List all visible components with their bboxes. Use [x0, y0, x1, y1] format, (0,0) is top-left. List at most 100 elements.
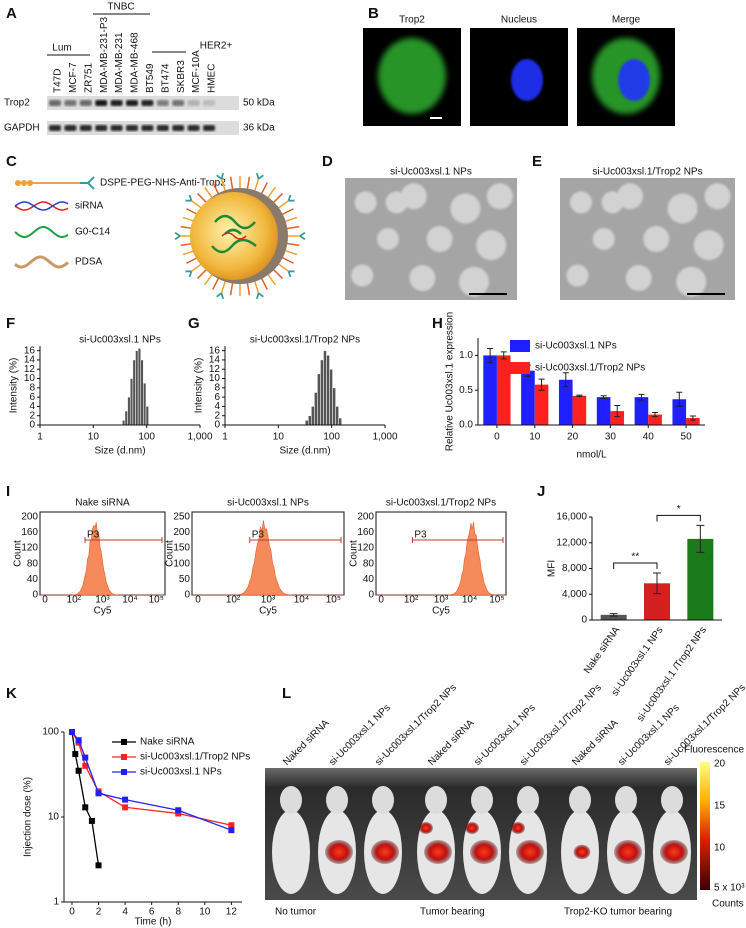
error-bar — [676, 391, 683, 407]
marker — [88, 817, 95, 824]
marker — [122, 796, 129, 803]
significance-label: * — [677, 504, 681, 515]
y-tick-label: 200 — [173, 527, 190, 538]
antibody — [255, 172, 264, 180]
marker — [82, 762, 89, 769]
peg-chain — [229, 281, 234, 296]
x-tick-label: 10⁴ — [462, 595, 477, 606]
colorbar-tick: 20 — [714, 759, 726, 770]
bar — [326, 355, 330, 426]
bar — [610, 411, 625, 425]
y-tick-label: 120 — [21, 543, 38, 554]
legend-label: Nake siRNA — [140, 737, 195, 748]
x-tick-label: Nake siRNA — [582, 625, 622, 676]
marker — [68, 729, 75, 735]
y-tick-label: 150 — [173, 543, 190, 554]
peg-chain — [271, 193, 283, 205]
x-axis-label: Size (d.nm) — [94, 446, 145, 457]
particle — [667, 193, 698, 224]
bar — [672, 399, 687, 425]
x-tick-label: 10 — [88, 432, 100, 443]
fluorescence-spot — [470, 840, 498, 864]
tem-title: si-Uc003xsl.1 NPs — [390, 167, 472, 178]
size-label: 36 kDa — [243, 123, 275, 134]
mouse-head — [425, 786, 447, 814]
y-tick-label: 0 — [32, 590, 38, 601]
particle — [676, 266, 707, 297]
y-axis-label: Intensity (%) — [194, 358, 205, 414]
y-tick-label: 1 — [53, 897, 59, 908]
flow-frame — [375, 511, 507, 596]
legend-marker — [121, 739, 127, 745]
error-bar — [614, 405, 621, 418]
x-tick-label: 2 — [96, 907, 102, 918]
bar — [145, 406, 149, 426]
peg-chain — [220, 279, 227, 294]
mouse-body — [272, 810, 310, 894]
axis — [39, 346, 200, 426]
peg-chain — [197, 193, 209, 205]
flow-title: Nake siRNA — [75, 498, 130, 509]
legend-label: si-Uc003xsl.1 NPs — [140, 767, 222, 778]
y-axis-label: Relative Uc003xsl.1 expression — [445, 312, 456, 452]
antibody — [299, 231, 306, 241]
peg-chain — [204, 187, 214, 200]
bar — [686, 418, 700, 425]
component-label: PDSA — [75, 257, 103, 268]
bar — [558, 379, 573, 425]
fluorescence-spot — [325, 840, 353, 864]
component-label: DSPE-PEG-NHS-Anti-Trop2 — [100, 178, 226, 189]
bar — [572, 395, 587, 425]
marker — [228, 827, 235, 834]
antibody — [185, 194, 193, 202]
column-label: Naked siRNA — [570, 718, 620, 768]
error-bar — [689, 415, 696, 421]
significance-bracket — [613, 562, 658, 570]
peg-chain — [283, 216, 298, 223]
antibody — [216, 172, 225, 180]
peg-chain — [246, 281, 251, 296]
row-label: GAPDH — [4, 123, 40, 134]
panel-label: L — [282, 685, 291, 702]
x-tick-label: 1 — [222, 432, 228, 443]
marker — [122, 804, 129, 811]
cell-line: MDA-MB-468 — [130, 32, 141, 93]
x-tick-label: 4 — [122, 907, 128, 918]
axis — [591, 517, 722, 621]
y-axis-label: Intensity (%) — [9, 358, 20, 414]
nucleus-signal — [618, 59, 650, 101]
band — [49, 100, 61, 106]
particle — [426, 226, 453, 252]
y-tick-label: 80 — [363, 558, 375, 569]
colorbar-unit: Counts — [712, 899, 744, 910]
flow-title: si-Uc003xsl.1 NPs — [227, 498, 309, 509]
cell-line: BT474 — [160, 63, 171, 93]
gate-label: P3 — [414, 530, 427, 541]
particle — [617, 183, 643, 210]
x-tick-label: 10² — [226, 595, 241, 606]
bar — [332, 387, 336, 426]
column-label: Naked siRNA — [281, 718, 331, 768]
particle — [592, 228, 615, 250]
bar — [135, 350, 139, 426]
y-tick-label: 16 — [24, 345, 36, 356]
y-tick-label: 40 — [27, 574, 39, 585]
x-axis-label: Cy5 — [432, 606, 450, 617]
panel-label: F — [6, 315, 15, 332]
np-sirna — [221, 232, 247, 240]
peg-chain — [246, 176, 251, 191]
antibody — [174, 231, 181, 241]
panel-label: A — [6, 5, 17, 22]
error-bar — [538, 378, 545, 391]
panel-label: H — [432, 315, 443, 332]
legend-swatch — [510, 340, 530, 352]
band — [79, 125, 92, 131]
band — [79, 100, 92, 106]
marker — [95, 790, 102, 797]
bar — [338, 417, 342, 426]
y-tick-label: 160 — [21, 527, 38, 538]
particle — [351, 264, 374, 287]
bar — [534, 384, 549, 425]
y-tick-label: 12 — [209, 364, 221, 375]
